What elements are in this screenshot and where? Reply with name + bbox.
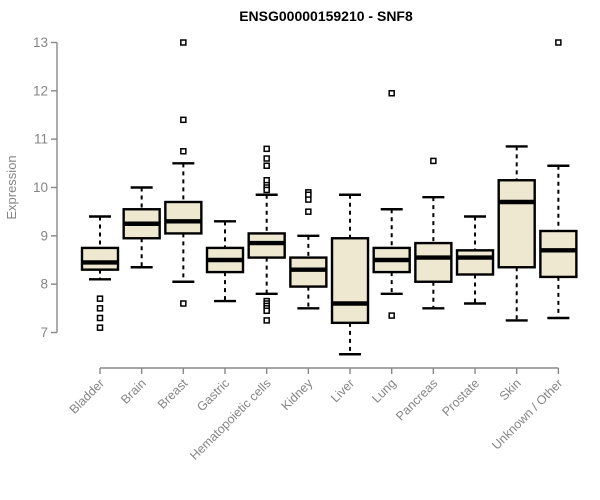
category-label: Breast bbox=[155, 376, 191, 412]
y-tick-label: 13 bbox=[33, 35, 48, 50]
y-tick-label: 8 bbox=[40, 277, 48, 292]
category-label: Lung bbox=[369, 376, 399, 406]
box bbox=[497, 179, 536, 269]
outlier-point bbox=[555, 39, 562, 46]
category-label: Gastric bbox=[194, 376, 232, 414]
category-label: Hematopoietic cells bbox=[187, 376, 274, 463]
box bbox=[414, 241, 453, 283]
y-tick-label: 11 bbox=[34, 132, 48, 147]
category-label: Liver bbox=[328, 376, 357, 405]
outlier-point bbox=[263, 162, 270, 169]
outlier-point bbox=[96, 295, 104, 302]
y-tick-label: 12 bbox=[33, 83, 48, 98]
category-label: Kidney bbox=[279, 376, 316, 413]
box bbox=[330, 237, 370, 325]
outlier-point bbox=[430, 157, 437, 165]
outlier-point bbox=[263, 307, 270, 314]
category-label: Prostate bbox=[439, 376, 482, 419]
outlier-point bbox=[305, 208, 312, 215]
outlier-point bbox=[388, 312, 395, 319]
y-tick-label: 10 bbox=[33, 180, 48, 195]
outlier-point bbox=[263, 317, 270, 324]
outlier-point bbox=[388, 90, 395, 97]
box bbox=[164, 200, 203, 235]
category-label: Bladder bbox=[67, 376, 107, 416]
outlier-point bbox=[263, 155, 270, 162]
box bbox=[289, 256, 328, 288]
outlier-point bbox=[96, 314, 104, 322]
y-tick-label: 7 bbox=[40, 325, 48, 340]
box bbox=[455, 249, 495, 276]
category-label: Unknown / Other bbox=[489, 376, 565, 452]
outlier-point bbox=[305, 196, 312, 203]
chart-title: ENSG00000159210 - SNF8 bbox=[239, 8, 413, 24]
category-label: Brain bbox=[118, 376, 149, 407]
category-label: Pancreas bbox=[393, 376, 440, 423]
y-tick-label: 9 bbox=[40, 228, 48, 243]
outlier-point bbox=[263, 186, 270, 194]
box bbox=[539, 229, 578, 279]
outlier-point bbox=[180, 39, 187, 46]
outlier-point bbox=[180, 148, 187, 155]
y-axis-title: Expression bbox=[4, 155, 19, 219]
outlier-point bbox=[180, 300, 187, 307]
box bbox=[80, 246, 120, 271]
outlier-point bbox=[263, 145, 270, 153]
outlier-point bbox=[96, 324, 104, 331]
box bbox=[247, 232, 286, 259]
category-label: Skin bbox=[497, 376, 524, 403]
outlier-point bbox=[180, 116, 187, 124]
outlier-point bbox=[96, 305, 104, 312]
